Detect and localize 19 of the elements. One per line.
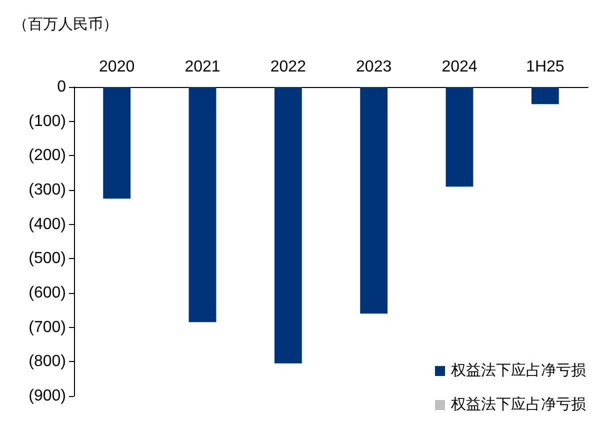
x-tick-label: 2020 (99, 58, 135, 76)
y-tick-label: (400) (28, 216, 66, 233)
x-tick-label: 1H25 (526, 58, 564, 76)
y-tick-label: (300) (28, 182, 66, 198)
x-tick-label: 2023 (356, 58, 392, 76)
y-tick-label: (100) (28, 112, 66, 130)
y-tick-label: (500) (28, 250, 66, 268)
y-tick-label: (800) (28, 353, 66, 370)
y-tick-label: (200) (28, 147, 66, 164)
y-tick-label: 0 (57, 78, 66, 96)
y-tick-label: (600) (28, 284, 66, 302)
y-tick-label: (900) (28, 388, 66, 404)
x-tick-label: 2021 (184, 58, 220, 76)
x-tick-label: 2024 (442, 58, 478, 76)
y-tick-label: (700) (28, 318, 66, 336)
legend-label: 权益法下应占净亏损 (450, 396, 586, 413)
legend-label: 权益法下应占净亏损 (450, 362, 586, 379)
y-axis-title: （百万人民币） (13, 16, 118, 33)
x-tick-label: 2022 (270, 58, 306, 76)
